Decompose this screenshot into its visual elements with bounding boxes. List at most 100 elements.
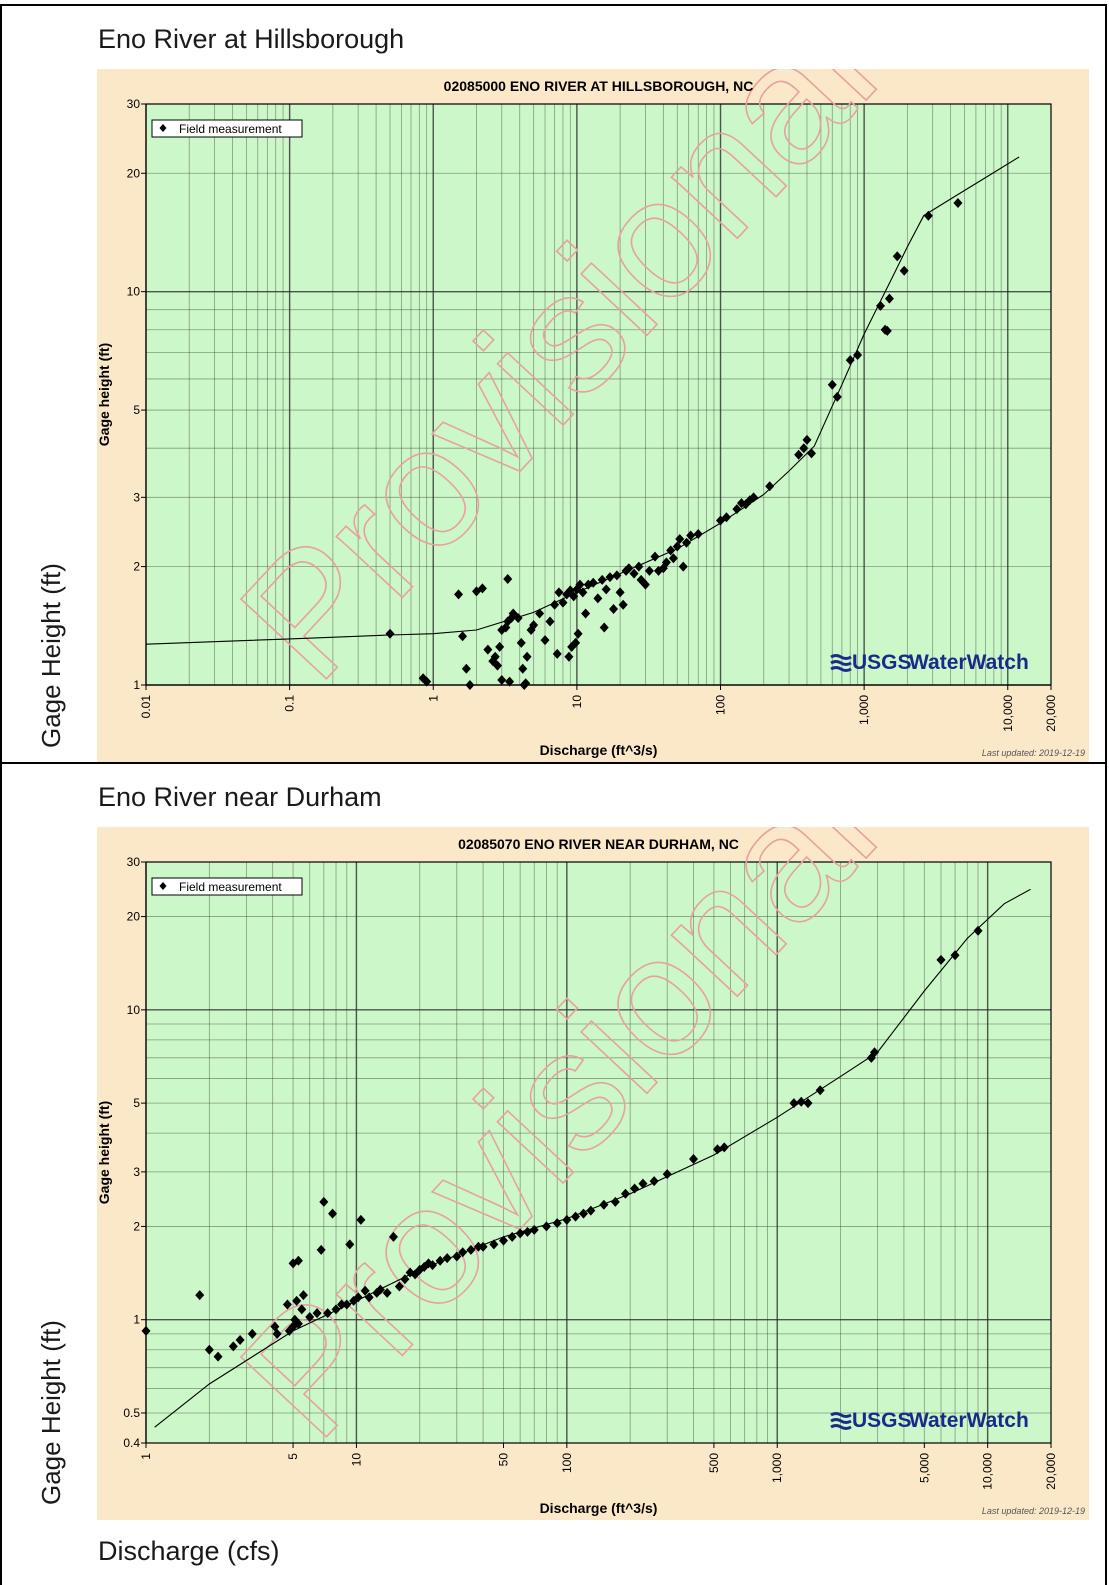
data-point: [526, 624, 536, 635]
bottom-label-discharge: Discharge (cfs): [98, 1536, 280, 1566]
x-tick-label: 10: [349, 1453, 363, 1467]
data-point: [394, 1281, 404, 1292]
data-point: [564, 651, 574, 662]
data-point: [599, 1199, 609, 1210]
usgs-wave-icon: [830, 666, 852, 672]
data-point: [638, 1178, 648, 1189]
data-point: [605, 572, 615, 583]
data-point: [662, 1169, 672, 1180]
y-tick-label: 5: [133, 403, 140, 417]
data-point: [213, 1351, 223, 1362]
data-point: [573, 628, 583, 639]
data-point: [529, 1224, 539, 1235]
usgs-wave-icon: [830, 1418, 852, 1424]
plot-border: [145, 103, 1052, 686]
legend-box: [151, 119, 303, 138]
data-point: [428, 1260, 438, 1271]
data-point: [620, 1188, 630, 1199]
data-point: [572, 584, 582, 595]
data-point: [522, 651, 532, 662]
data-point: [799, 443, 809, 454]
data-point: [518, 663, 528, 674]
data-point: [345, 1239, 355, 1250]
x-tick-label: 10,000: [1001, 695, 1015, 732]
data-point: [292, 1295, 302, 1306]
data-point: [382, 1287, 392, 1298]
data-point: [550, 599, 560, 610]
data-point: [495, 641, 505, 652]
data-point: [272, 1328, 282, 1339]
side-label-gage-height-1: Gage Height (ft): [36, 563, 66, 748]
data-point: [601, 584, 611, 595]
data-point: [356, 1214, 366, 1225]
panel-title-durham: Eno River near Durham: [98, 782, 382, 812]
x-tick-label: 500: [707, 1453, 721, 1473]
data-point: [466, 1244, 476, 1255]
data-point: [541, 1221, 551, 1232]
rating-curve-line: [145, 156, 1020, 645]
data-point: [765, 481, 775, 492]
data-point: [400, 1274, 410, 1285]
data-point: [235, 1334, 245, 1345]
data-point: [562, 1214, 572, 1225]
data-point: [552, 648, 562, 659]
x-tick-label: 5,000: [917, 1453, 931, 1483]
data-point: [293, 1255, 303, 1266]
x-axis-label: Discharge (ft^3/s): [540, 1500, 658, 1516]
data-point: [204, 1344, 214, 1355]
data-point: [535, 608, 545, 619]
data-point: [593, 593, 603, 604]
legend: Field measurement: [151, 119, 303, 138]
y-tick-label: 30: [127, 855, 141, 869]
data-point: [545, 616, 555, 627]
data-point: [473, 1241, 483, 1252]
chart-title: 02085070 ENO RIVER NEAR DURHAM, NC: [458, 836, 739, 852]
data-point: [247, 1328, 257, 1339]
data-point: [540, 635, 550, 646]
data-point: [899, 265, 909, 276]
data-point: [293, 1318, 303, 1329]
data-point: [661, 557, 671, 568]
legend-marker: [159, 124, 167, 132]
data-point: [578, 1208, 588, 1219]
data-point: [461, 663, 471, 674]
data-point: [884, 293, 894, 304]
data-point: [385, 628, 395, 639]
y-tick-label: 10: [127, 285, 141, 299]
data-point: [802, 434, 812, 445]
data-point: [650, 551, 660, 562]
y-axis-label: Gage height (ft): [97, 343, 112, 446]
data-point: [794, 449, 804, 460]
rating-curve-line: [154, 888, 1031, 1428]
data-point: [319, 1196, 329, 1207]
x-tick-label: 100: [714, 695, 728, 715]
data-point: [454, 589, 464, 600]
data-point: [599, 622, 609, 633]
data-point: [497, 674, 507, 685]
data-point: [360, 1285, 370, 1296]
data-point: [284, 1325, 294, 1336]
data-point: [719, 1142, 729, 1153]
data-point: [806, 448, 816, 459]
data-point: [712, 1144, 722, 1155]
usgs-wave-icon: [830, 660, 852, 666]
data-point: [666, 545, 676, 556]
data-point: [305, 1312, 315, 1323]
panel-title-hillsborough: Eno River at Hillsborough: [98, 24, 405, 54]
x-tick-label: 1,000: [857, 695, 871, 725]
data-point: [489, 1239, 499, 1250]
data-point: [953, 198, 963, 209]
data-point: [578, 587, 588, 598]
legend-label: Field measurement: [179, 880, 282, 894]
data-point: [575, 579, 585, 590]
x-tick-label: 100: [560, 1453, 574, 1473]
y-tick-label: 10: [127, 1003, 141, 1017]
data-point: [624, 563, 634, 574]
data-point: [853, 350, 863, 361]
y-tick-label: 3: [133, 1165, 140, 1179]
data-point: [689, 1154, 699, 1165]
data-point: [845, 355, 855, 366]
y-tick-label: 20: [127, 166, 141, 180]
side-label-gage-height-2: Gage Height (ft): [36, 1320, 66, 1505]
